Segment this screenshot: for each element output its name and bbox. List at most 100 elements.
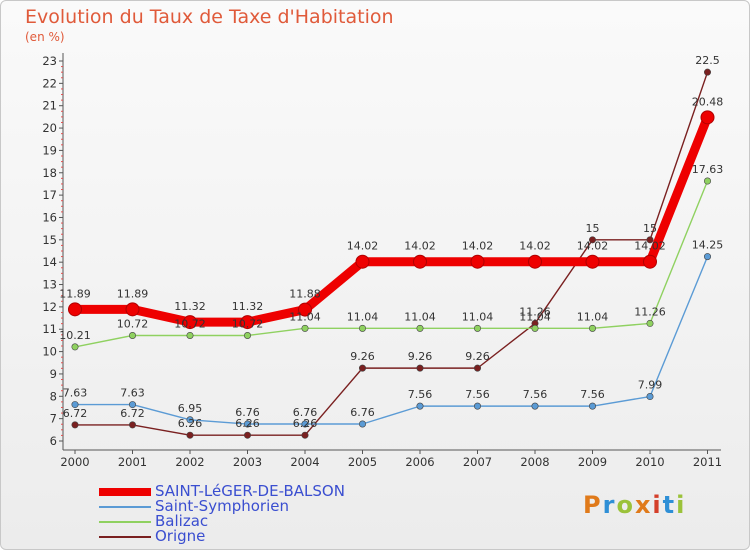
data-point-balizac [301, 324, 309, 332]
y-tick-label: 19 [42, 143, 57, 157]
data-label-saint-symphorien: 14.25 [692, 239, 724, 252]
data-point-saint-symphorien [301, 420, 309, 428]
data-label-saint-symphorien: 7.56 [580, 388, 605, 401]
logo-letter: t [662, 491, 677, 519]
y-tick-label: 20 [42, 121, 57, 135]
data-label-balizac: 10.72 [117, 317, 149, 330]
x-tick-label: 2006 [405, 455, 434, 469]
y-tick-label: 6 [50, 434, 57, 448]
x-tick-label: 2000 [60, 455, 89, 469]
data-point-saint-symphorien [129, 401, 137, 409]
data-point-balizac [416, 324, 424, 332]
chart-data-labels: 6.72 6.72 6.26 6.26 6.26 9.26 9.26 9.26 11.26 15 1… [59, 54, 723, 430]
data-label-saint-symphorien: 7.63 [120, 387, 145, 400]
logo-letter: P [583, 491, 603, 519]
data-point-origne [244, 431, 252, 439]
data-label-saint-symphorien: 6.76 [293, 406, 318, 419]
data-point-saint-symphorien [646, 393, 654, 401]
legend-swatch-origne [99, 536, 151, 538]
data-point-saint-l-ger-de-balson [355, 254, 370, 269]
data-point-origne [358, 364, 366, 372]
series-line-origne [75, 71, 709, 436]
y-tick-label: 9 [50, 367, 57, 381]
x-tick-label: 2011 [693, 455, 722, 469]
y-tick-label: 16 [42, 210, 57, 224]
logo-letter: i [652, 491, 663, 519]
data-point-saint-l-ger-de-balson [700, 110, 715, 125]
data-point-saint-l-ger-de-balson [643, 254, 657, 269]
data-point-origne [71, 421, 79, 429]
x-tick-label: 2007 [463, 455, 492, 469]
data-point-saint-l-ger-de-balson [413, 254, 427, 269]
chart-unit-label: (en %) [25, 30, 65, 44]
x-tick-label: 2003 [233, 455, 262, 469]
data-point-saint-symphorien [531, 402, 539, 410]
y-tick-label: 18 [42, 166, 57, 180]
data-point-origne [416, 364, 424, 372]
series-line-balizac [74, 180, 709, 348]
data-point-saint-symphorien [186, 416, 194, 424]
data-point-balizac [71, 343, 79, 351]
data-point-balizac [129, 331, 137, 339]
data-point-saint-l-ger-de-balson [68, 302, 82, 317]
series-line-saint-l-ger-de-balson [75, 115, 712, 327]
data-label-balizac: 11.26 [634, 305, 666, 318]
data-label-saint-symphorien: 7.63 [63, 387, 88, 400]
data-label-balizac: 10.21 [59, 329, 91, 342]
data-point-saint-l-ger-de-balson [585, 254, 600, 269]
proxiti-logo: Proxiti [583, 491, 686, 519]
data-point-origne [473, 364, 481, 372]
data-label-balizac: 17.63 [692, 163, 724, 176]
data-point-saint-symphorien [588, 402, 596, 410]
data-point-saint-symphorien [358, 420, 366, 428]
logo-letter: i [676, 491, 687, 519]
data-label-origne: 22.5 [695, 54, 720, 67]
data-label-origne: 15 [643, 222, 657, 235]
data-label-saint-symphorien: 6.76 [235, 406, 260, 419]
y-tick-label: 12 [42, 300, 57, 314]
data-label-balizac: 11.04 [289, 310, 321, 323]
logo-letter: o [616, 491, 635, 519]
data-label-saint-l-ger-de-balson: 11.88 [289, 288, 321, 301]
data-label-balizac: 11.04 [577, 310, 609, 323]
y-tick-label: 11 [42, 322, 57, 336]
y-tick-label: 17 [42, 188, 57, 202]
data-label-saint-symphorien: 7.56 [408, 388, 433, 401]
data-label-origne: 15 [586, 222, 600, 235]
data-point-saint-l-ger-de-balson [240, 315, 255, 330]
x-tick-label: 2009 [578, 455, 607, 469]
data-label-saint-symphorien: 6.95 [178, 402, 203, 415]
data-label-saint-l-ger-de-balson: 20.48 [692, 95, 724, 108]
y-tick-label: 8 [50, 389, 57, 403]
data-point-saint-symphorien [703, 253, 711, 261]
legend-label-saint-symphorien: Saint-Symphorien [155, 497, 289, 515]
data-label-saint-l-ger-de-balson: 14.02 [634, 240, 666, 253]
data-label-balizac: 11.04 [347, 310, 379, 323]
data-label-origne: 6.72 [63, 407, 88, 420]
data-label-balizac: 11.04 [462, 310, 494, 323]
data-label-saint-l-ger-de-balson: 14.02 [519, 240, 551, 253]
logo-letter: r [602, 491, 617, 519]
chart-title: Evolution du Taux de Taxe d'Habitation [25, 6, 394, 28]
x-tick-label: 2010 [635, 455, 664, 469]
y-tick-label: 22 [42, 76, 57, 90]
data-label-saint-l-ger-de-balson: 14.02 [404, 240, 436, 253]
data-label-origne: 6.72 [120, 407, 145, 420]
y-tick-label: 15 [42, 233, 57, 247]
x-tick-label: 2008 [520, 455, 549, 469]
data-label-origne: 6.26 [293, 417, 318, 430]
legend-label-saint-l-ger-de-balson: SAINT-LéGER-DE-BALSON [155, 482, 345, 500]
y-tick-label: 13 [42, 278, 57, 292]
y-tick-label: 14 [42, 255, 57, 269]
data-label-saint-l-ger-de-balson: 11.89 [117, 287, 149, 300]
data-label-saint-l-ger-de-balson: 11.89 [59, 287, 91, 300]
data-label-saint-l-ger-de-balson: 11.32 [174, 300, 206, 313]
data-point-saint-symphorien [244, 420, 252, 428]
data-point-balizac [358, 324, 366, 332]
data-label-balizac: 10.72 [174, 317, 206, 330]
data-label-saint-l-ger-de-balson: 14.02 [347, 240, 379, 253]
x-tick-label: 2001 [118, 455, 147, 469]
data-point-origne [646, 236, 654, 244]
data-label-origne: 6.26 [235, 417, 260, 430]
